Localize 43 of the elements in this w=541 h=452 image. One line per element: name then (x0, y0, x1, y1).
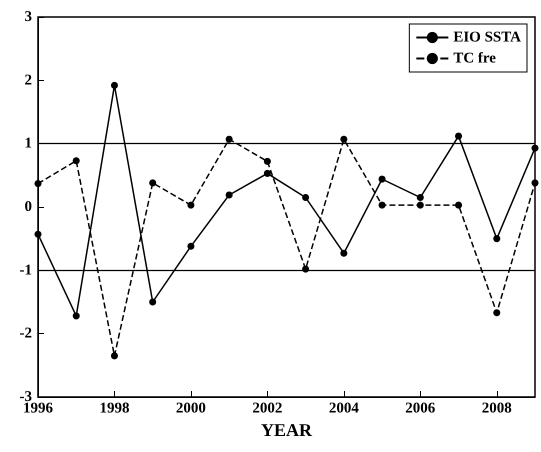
y-tick-label: 2 (24, 72, 32, 88)
y-tick-label: 3 (24, 9, 32, 25)
y-tick-label: -2 (20, 326, 32, 342)
point (34, 230, 42, 238)
x-tick-label: 2006 (405, 400, 436, 416)
point (455, 202, 462, 209)
point (149, 179, 156, 186)
x-tick-label: 2002 (252, 400, 282, 416)
point (532, 144, 538, 152)
point (378, 176, 386, 183)
point (493, 309, 500, 316)
point (340, 250, 348, 257)
point (110, 352, 118, 360)
y-tick-label: 1 (24, 136, 32, 152)
point (416, 194, 424, 201)
x-axis-title: YEAR (260, 420, 313, 440)
point (149, 298, 156, 306)
point (378, 202, 386, 209)
legend-label: TC fre (453, 50, 496, 66)
x-tick-label: 2000 (176, 400, 206, 416)
point (110, 82, 118, 89)
point (455, 132, 462, 140)
point (302, 194, 310, 201)
x-tick-label: 1996 (23, 400, 54, 416)
x-tick-label: 1998 (99, 400, 130, 416)
point (72, 312, 80, 320)
x-tick-label: 2008 (482, 400, 512, 416)
point (226, 191, 233, 198)
point (340, 136, 348, 143)
point (34, 180, 42, 188)
point (187, 202, 194, 209)
point (416, 202, 424, 209)
point (493, 235, 500, 242)
legend-label: EIO SSTA (453, 30, 522, 46)
x-tick-label: 2004 (328, 400, 360, 416)
point (226, 136, 233, 143)
point (187, 242, 194, 250)
y-tick-label: 0 (24, 199, 32, 215)
point (264, 170, 271, 177)
point (264, 158, 271, 165)
point (72, 157, 80, 164)
y-tick-label: -1 (20, 262, 32, 278)
point (532, 179, 538, 186)
